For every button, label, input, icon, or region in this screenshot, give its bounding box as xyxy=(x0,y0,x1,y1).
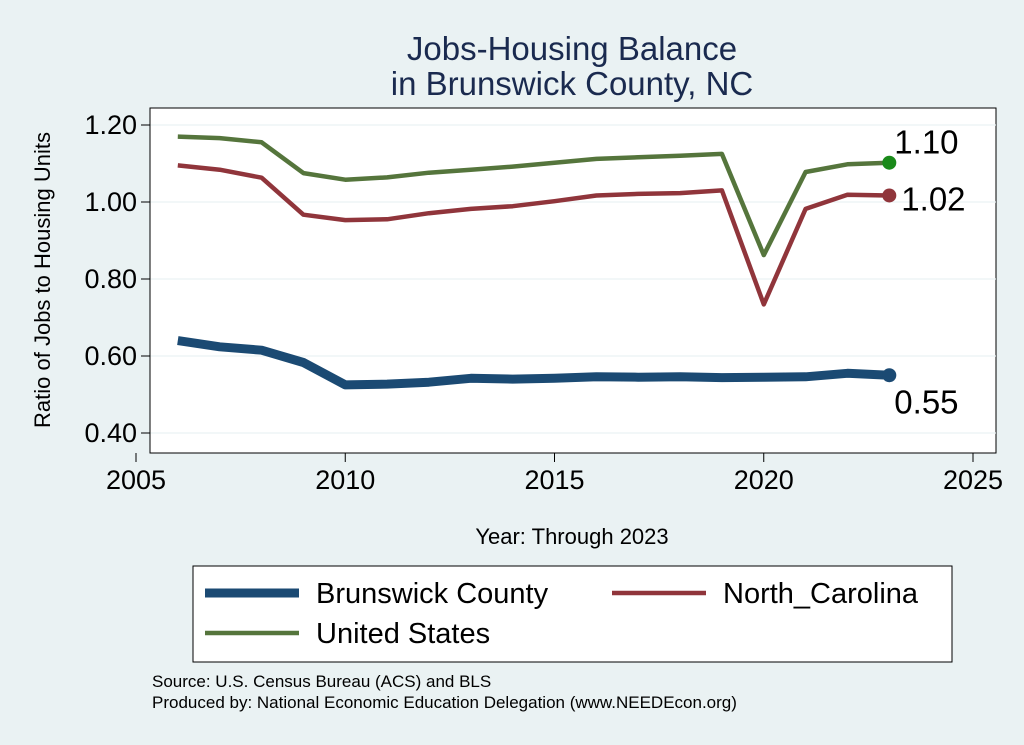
series-line-united-states xyxy=(177,134,890,258)
series-end-marker xyxy=(882,155,897,170)
y-tick-label: 1.20 xyxy=(84,110,137,140)
source-line-1: Source: U.S. Census Bureau (ACS) and BLS xyxy=(152,672,491,691)
legend-label: Brunswick County xyxy=(316,578,549,610)
y-tick-label: 0.40 xyxy=(84,418,137,448)
legend-label: United States xyxy=(316,618,490,650)
y-tick-label: 0.60 xyxy=(84,341,137,371)
series-end-label: 1.10 xyxy=(894,124,958,161)
series-layer: 0.55 1.02 1.10 xyxy=(177,124,966,420)
chart-title-line-2: in Brunswick County, NC xyxy=(391,65,754,102)
x-tick-label: 2005 xyxy=(106,465,166,495)
series-line-brunswick-county xyxy=(177,336,890,390)
series-end-label: 1.02 xyxy=(901,180,965,217)
series-end-marker xyxy=(882,188,897,203)
series-end-marker xyxy=(882,368,897,383)
series-line-north-carolina xyxy=(177,163,890,307)
x-tick-label: 2025 xyxy=(943,465,1003,495)
x-axis: 2005 2010 2015 2020 2025 xyxy=(106,452,1003,495)
legend-label: North_Carolina xyxy=(723,578,919,610)
legend-entries: Brunswick County North_Carolina United Sta… xyxy=(205,578,919,650)
y-tick-label: 0.80 xyxy=(84,264,137,294)
source-line-2: Produced by: National Economic Education… xyxy=(152,693,737,712)
chart-title-line-1: Jobs-Housing Balance xyxy=(407,30,737,67)
x-axis-label: Year: Through 2023 xyxy=(475,524,668,549)
series-end-label: 0.55 xyxy=(894,383,958,420)
y-axis-label: Ratio of Jobs to Housing Units xyxy=(30,132,55,428)
y-axis: 0.40 0.60 0.80 1.00 1.20 xyxy=(84,108,151,453)
x-tick-label: 2010 xyxy=(315,465,375,495)
legend xyxy=(192,565,953,663)
x-tick-label: 2020 xyxy=(734,465,794,495)
y-tick-label: 1.00 xyxy=(84,187,137,217)
x-tick-label: 2015 xyxy=(524,465,584,495)
